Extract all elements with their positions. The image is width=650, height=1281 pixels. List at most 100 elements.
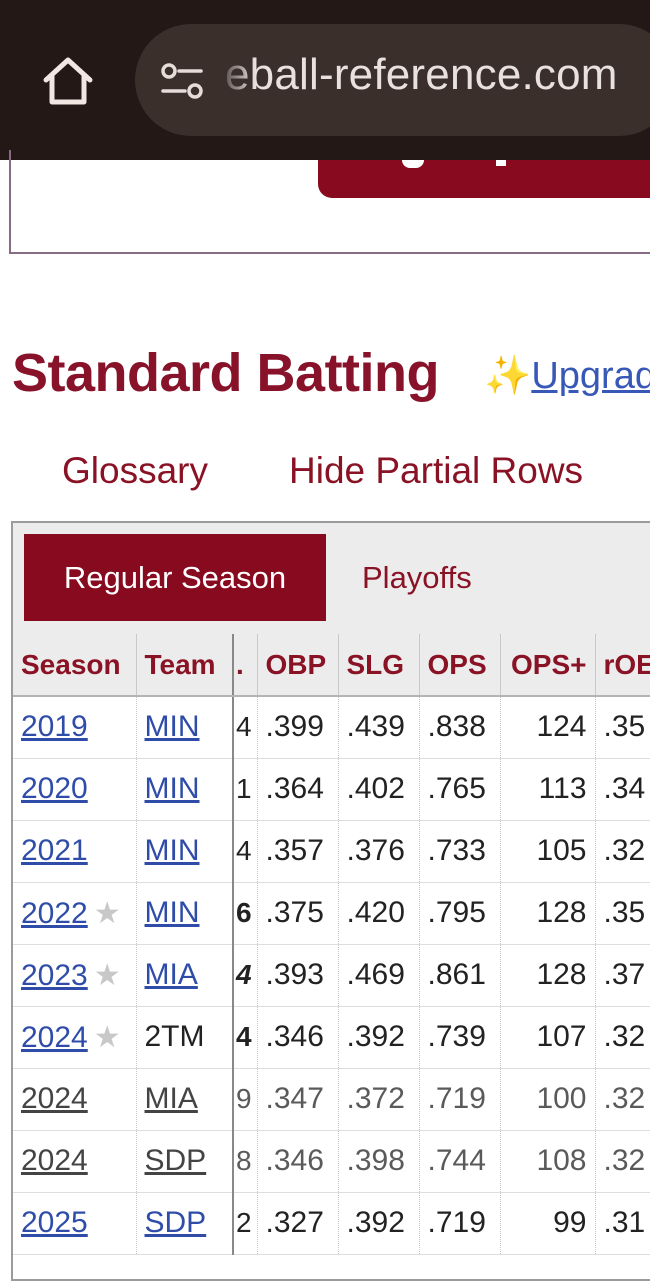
table-row: 2020 MIN 1 .364 .402 .765 113 .34 [13, 758, 650, 821]
season-link[interactable]: 2024 [21, 1020, 88, 1054]
glossary-link[interactable]: Glossary [62, 450, 208, 491]
slg-cell: .392 [338, 1192, 420, 1255]
ops-plus-cell: 99 [500, 1192, 596, 1255]
section-title: Standard Batting [12, 343, 440, 403]
team-link[interactable]: MIA [144, 1082, 198, 1115]
team-label: 2TM [144, 1020, 205, 1053]
team-link[interactable]: MIN [144, 896, 200, 929]
all-star-icon: ★ [93, 896, 121, 930]
truncated-cell: 4 [233, 944, 258, 1007]
ops-cell: .838 [419, 696, 501, 759]
slg-cell: .439 [338, 696, 420, 759]
season-link[interactable]: 2019 [21, 710, 88, 744]
table-row: 2025 SDP 2 .327 .392 .719 99 .31 [13, 1192, 650, 1255]
header-ops-plus[interactable]: OPS+ [500, 634, 596, 697]
promo-button-glyph-2 [496, 160, 506, 166]
obp-cell: .364 [257, 758, 339, 821]
table-row: 2022 ★ MIN 6 .375 .420 .795 128 .35 [13, 882, 650, 945]
roba-cell: .32 [595, 1006, 650, 1069]
obp-cell: .393 [257, 944, 339, 1007]
promo-box [9, 150, 650, 254]
ops-cell: .744 [419, 1130, 501, 1193]
truncated-cell: 4 [233, 820, 258, 883]
all-star-icon: ★ [93, 958, 121, 992]
slg-cell: .398 [338, 1130, 420, 1193]
header-team[interactable]: Team [136, 634, 234, 697]
table-row: 2019 MIN 4 .399 .439 .838 124 .35 [13, 696, 650, 759]
hide-partial-rows-link[interactable]: Hide Partial Rows [289, 450, 584, 491]
header-season[interactable]: Season [13, 634, 137, 697]
slg-cell: .420 [338, 882, 420, 945]
slg-cell: .392 [338, 1006, 420, 1069]
team-link[interactable]: MIN [144, 834, 200, 867]
truncated-cell: 8 [233, 1130, 258, 1193]
season-link[interactable]: 2025 [21, 1206, 88, 1239]
ops-cell: .739 [419, 1006, 501, 1069]
tab-playoffs[interactable]: Playoffs [362, 559, 472, 595]
ops-cell: .795 [419, 882, 501, 945]
truncated-cell: 2 [233, 1192, 258, 1255]
slg-cell: .469 [338, 944, 420, 1007]
truncated-cell: 6 [233, 882, 258, 945]
ops-plus-cell: 113 [500, 758, 596, 821]
standard-batting-table: Season Team . OBP SLG OPS OPS+ rOE 2019 … [13, 634, 650, 1255]
truncated-cell: 4 [233, 696, 258, 759]
roba-cell: .32 [595, 1068, 650, 1131]
tab-regular-season[interactable]: Regular Season [24, 534, 326, 621]
ops-cell: .733 [419, 820, 501, 883]
obp-cell: .327 [257, 1192, 339, 1255]
slg-cell: .372 [338, 1068, 420, 1131]
table-row: 2023 ★ MIA 4 .393 .469 .861 128 .37 [13, 944, 650, 1007]
table-row: 2024 ★ 2TM 4 .346 .392 .739 107 .32 [13, 1006, 650, 1069]
ops-plus-cell: 128 [500, 944, 596, 1007]
url-text[interactable]: eball-reference.com [225, 50, 618, 99]
team-link[interactable]: SDP [144, 1206, 207, 1239]
site-settings-icon[interactable] [159, 62, 205, 100]
season-tabs: Regular Season Playoffs [13, 523, 650, 634]
home-icon[interactable] [38, 52, 98, 110]
header-slg[interactable]: SLG [338, 634, 420, 697]
season-link[interactable]: 2024 [21, 1144, 88, 1177]
roba-cell: .35 [595, 882, 650, 945]
team-link[interactable]: MIN [144, 772, 200, 805]
truncated-cell: 9 [233, 1068, 258, 1131]
roba-cell: .32 [595, 820, 650, 883]
obp-cell: .357 [257, 820, 339, 883]
header-ops[interactable]: OPS [419, 634, 501, 697]
roba-cell: .35 [595, 696, 650, 759]
ops-cell: .719 [419, 1068, 501, 1131]
stats-table-container: Regular Season Playoffs Season Team . OB… [11, 521, 650, 1281]
slg-cell: .402 [338, 758, 420, 821]
header-roba[interactable]: rOE [595, 634, 650, 697]
table-header-row: Season Team . OBP SLG OPS OPS+ rOE [13, 634, 650, 697]
obp-cell: .346 [257, 1006, 339, 1069]
header-truncated[interactable]: . [233, 634, 258, 697]
truncated-cell: 1 [233, 758, 258, 821]
obp-cell: .346 [257, 1130, 339, 1193]
obp-cell: .399 [257, 696, 339, 759]
ops-plus-cell: 128 [500, 882, 596, 945]
season-link[interactable]: 2022 [21, 896, 88, 930]
table-row-partial: 2024 SDP 8 .346 .398 .744 108 .32 [13, 1130, 650, 1193]
upgrade-link[interactable]: ✨Upgrad [484, 354, 650, 398]
ops-plus-cell: 108 [500, 1130, 596, 1193]
roba-cell: .32 [595, 1130, 650, 1193]
roba-cell: .34 [595, 758, 650, 821]
season-link[interactable]: 2020 [21, 772, 88, 805]
team-link[interactable]: MIN [144, 710, 200, 744]
url-fade [217, 24, 255, 136]
promo-button-glyph [402, 160, 424, 168]
header-obp[interactable]: OBP [257, 634, 339, 697]
ops-plus-cell: 100 [500, 1068, 596, 1131]
season-link[interactable]: 2021 [21, 834, 88, 867]
season-link[interactable]: 2023 [21, 958, 88, 992]
promo-button[interactable] [318, 160, 650, 198]
table-row: 2021 MIN 4 .357 .376 .733 105 .32 [13, 820, 650, 883]
team-link[interactable]: SDP [144, 1144, 207, 1177]
browser-toolbar: eball-reference.com [0, 0, 650, 160]
team-link[interactable]: MIA [144, 958, 198, 991]
ops-plus-cell: 124 [500, 696, 596, 759]
address-bar[interactable]: eball-reference.com [135, 24, 650, 136]
upgrade-link-label[interactable]: Upgrad [531, 355, 650, 397]
season-link[interactable]: 2024 [21, 1082, 88, 1115]
